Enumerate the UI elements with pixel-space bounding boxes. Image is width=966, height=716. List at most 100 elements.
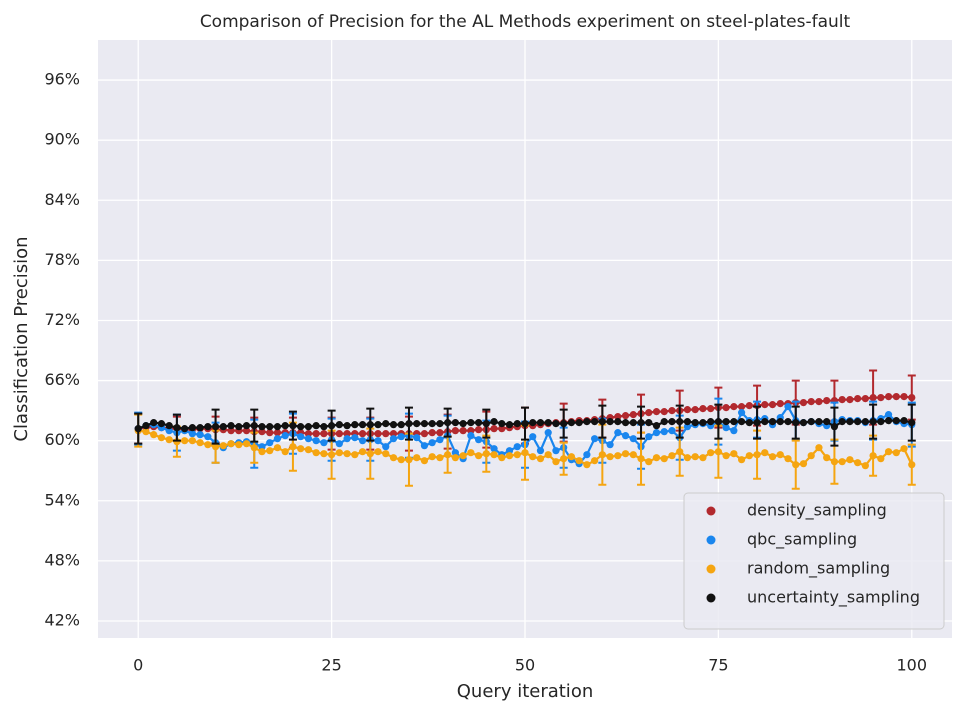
- data-point: [211, 423, 220, 431]
- data-point: [799, 460, 808, 468]
- data-point: [235, 423, 243, 431]
- data-point: [645, 433, 653, 441]
- data-point: [807, 452, 815, 460]
- data-point: [660, 408, 668, 416]
- data-point: [242, 422, 251, 430]
- data-point: [490, 451, 498, 459]
- data-point: [204, 441, 212, 449]
- data-point: [745, 452, 753, 460]
- data-point: [281, 422, 289, 430]
- data-point: [869, 452, 877, 460]
- data-point: [776, 400, 784, 408]
- data-point: [699, 454, 707, 462]
- data-point: [165, 427, 173, 435]
- data-point: [358, 448, 367, 456]
- data-point: [420, 457, 429, 465]
- data-point: [645, 419, 653, 427]
- data-point: [382, 430, 390, 438]
- data-point: [459, 452, 467, 460]
- data-point: [707, 449, 715, 457]
- data-point: [552, 420, 560, 428]
- data-point: [784, 403, 792, 411]
- data-point: [823, 454, 831, 462]
- data-point: [219, 442, 227, 450]
- data-point: [606, 418, 614, 426]
- data-point: [900, 445, 908, 453]
- data-point: [730, 450, 738, 458]
- data-point: [892, 417, 900, 425]
- data-point: [467, 449, 475, 457]
- data-point: [614, 418, 622, 426]
- data-point: [737, 409, 746, 417]
- data-point: [389, 430, 398, 438]
- data-point: [714, 418, 722, 426]
- data-point: [830, 423, 839, 431]
- data-point: [591, 435, 599, 443]
- data-point: [668, 427, 676, 435]
- data-point: [413, 434, 421, 442]
- data-point: [358, 421, 367, 429]
- data-point: [312, 422, 320, 430]
- data-point: [235, 441, 243, 449]
- legend-label: uncertainty_sampling: [747, 588, 920, 608]
- data-point: [722, 418, 730, 426]
- data-point: [513, 451, 521, 459]
- data-point: [884, 411, 893, 419]
- data-point: [884, 448, 893, 456]
- data-point: [683, 406, 692, 414]
- data-point: [490, 418, 498, 426]
- data-point: [227, 422, 235, 430]
- data-point: [900, 417, 908, 425]
- data-point: [382, 450, 390, 458]
- data-point: [405, 420, 413, 428]
- data-point: [196, 439, 204, 447]
- data-point: [838, 458, 846, 466]
- data-point: [451, 419, 459, 427]
- data-point: [258, 448, 266, 456]
- data-point: [892, 392, 900, 401]
- y-tick-label: 90%: [44, 130, 80, 149]
- data-point: [335, 449, 343, 457]
- data-point: [869, 418, 877, 426]
- data-point: [482, 450, 490, 458]
- data-point: [219, 423, 227, 431]
- data-point: [529, 433, 537, 441]
- data-point: [799, 419, 808, 427]
- y-tick-label: 66%: [44, 370, 80, 389]
- data-point: [289, 443, 297, 451]
- data-point: [621, 432, 630, 440]
- data-point: [683, 418, 692, 426]
- data-point: [784, 418, 792, 426]
- data-point: [320, 450, 328, 458]
- data-point: [428, 420, 436, 428]
- data-point: [854, 459, 862, 467]
- data-point: [498, 420, 506, 428]
- data-point: [312, 449, 320, 457]
- data-point: [304, 430, 313, 438]
- data-point: [420, 430, 429, 438]
- data-point: [227, 427, 235, 435]
- data-point: [606, 453, 614, 461]
- data-point: [560, 420, 568, 428]
- legend-label: density_sampling: [747, 501, 887, 521]
- data-point: [343, 422, 351, 430]
- data-point: [304, 446, 313, 454]
- data-point: [884, 417, 893, 425]
- data-point: [258, 443, 266, 451]
- legend-label: random_sampling: [747, 559, 890, 579]
- data-point: [645, 458, 653, 466]
- y-tick-label: 42%: [44, 610, 80, 629]
- data-point: [459, 427, 467, 435]
- data-point: [776, 451, 784, 459]
- data-point: [745, 419, 753, 427]
- data-point: [652, 429, 661, 437]
- data-point: [660, 418, 668, 426]
- data-point: [691, 419, 699, 427]
- data-point: [374, 430, 382, 438]
- data-point: [753, 419, 761, 427]
- data-point: [513, 420, 521, 428]
- data-point: [730, 403, 738, 411]
- data-point: [165, 422, 173, 430]
- data-point: [629, 435, 637, 443]
- data-point: [861, 462, 869, 470]
